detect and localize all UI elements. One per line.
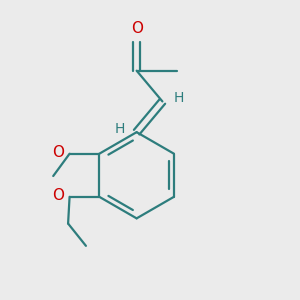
Text: O: O [130,21,142,36]
Text: H: H [115,122,125,136]
Text: O: O [52,145,64,160]
Text: O: O [52,188,64,203]
Text: H: H [174,92,184,106]
